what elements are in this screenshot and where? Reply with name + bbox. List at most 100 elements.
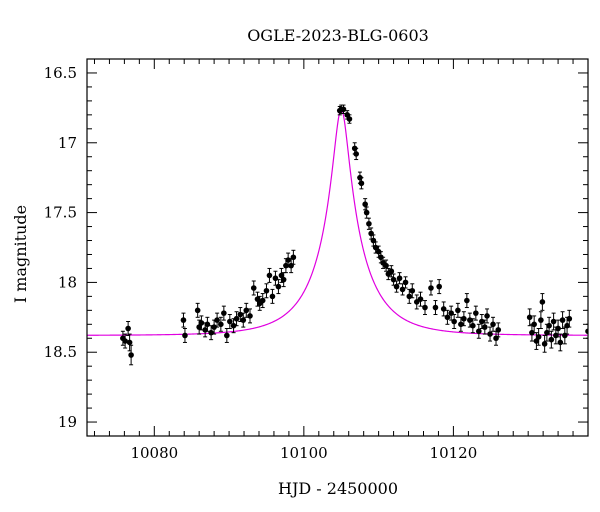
data-point [473, 305, 479, 321]
data-point [263, 283, 270, 299]
point-marker [227, 318, 233, 325]
point-marker [247, 313, 253, 319]
data-point [422, 300, 428, 316]
y-axis-label: I magnitude [11, 205, 30, 303]
data-point [250, 280, 257, 296]
point-marker [353, 151, 359, 157]
plot-frame [86, 58, 589, 437]
data-point [240, 312, 247, 328]
point-marker [346, 116, 353, 122]
chart-title: OGLE-2023-BLG-0603 [247, 26, 429, 45]
data-point [409, 283, 416, 299]
data-point [566, 309, 573, 328]
data-point [218, 316, 224, 332]
point-marker [482, 324, 488, 330]
point-marker [233, 315, 240, 322]
point-marker [340, 106, 347, 113]
data-point [243, 302, 250, 318]
y-tick-label: 18.5 [44, 343, 77, 361]
y-tick-label: 17 [58, 134, 77, 152]
y-tick-label: 17.5 [44, 204, 77, 222]
point-marker [221, 310, 227, 316]
data-point [224, 327, 230, 343]
point-marker [484, 313, 490, 319]
point-marker [531, 321, 537, 328]
y-tick-label: 16.5 [44, 64, 77, 82]
point-marker [358, 180, 365, 187]
data-point [550, 312, 557, 331]
data-point [476, 323, 482, 339]
y-tick-label: 19 [58, 413, 77, 431]
point-marker [237, 311, 244, 318]
data-point [396, 272, 403, 285]
point-marker [290, 254, 297, 261]
data-point [451, 314, 457, 329]
data-point [269, 288, 276, 304]
point-marker [375, 248, 382, 255]
data-point [490, 316, 496, 332]
point-marker [224, 332, 230, 339]
data-point [557, 333, 564, 352]
data-point [227, 314, 233, 329]
data-point [180, 312, 187, 328]
point-marker [538, 317, 544, 323]
data-point [214, 312, 220, 328]
point-marker [363, 209, 370, 216]
data-point [555, 319, 561, 338]
point-marker [440, 306, 447, 312]
data-point [482, 319, 488, 335]
data-point [182, 327, 188, 343]
data-point [428, 280, 434, 296]
point-marker [529, 329, 535, 336]
point-marker [383, 262, 389, 269]
point-marker [285, 257, 291, 263]
point-marker [390, 276, 397, 283]
point-marker [125, 325, 131, 332]
point-marker [436, 283, 442, 290]
point-marker [194, 307, 201, 314]
data-point [531, 315, 537, 334]
data-point [559, 311, 566, 329]
point-marker [473, 310, 479, 316]
point-marker [585, 328, 588, 335]
data-point [126, 333, 133, 352]
y-tick-label: 18 [58, 273, 77, 291]
x-tick-label: 10100 [280, 444, 328, 462]
point-marker [214, 317, 220, 323]
data-point [495, 322, 502, 338]
data-point [122, 333, 128, 349]
data-point [470, 318, 476, 334]
tick-labels: 10080 10100 10120 16.5 17 17.5 18 18.5 19 [44, 64, 478, 462]
point-marker [422, 304, 428, 311]
data-point [340, 104, 347, 114]
point-marker [259, 297, 266, 304]
point-marker [250, 285, 257, 291]
data-point [393, 280, 400, 293]
point-marker [566, 315, 573, 322]
x-tick-label: 10080 [130, 444, 178, 462]
point-marker [263, 287, 270, 294]
data-point [444, 309, 451, 325]
data-point [259, 293, 266, 309]
data-point [358, 177, 365, 190]
data-point [432, 300, 439, 316]
point-marker [557, 339, 564, 346]
data-point [383, 259, 389, 272]
point-marker [240, 317, 247, 323]
data-point [440, 301, 447, 317]
data-point [484, 308, 490, 324]
point-marker [526, 314, 533, 321]
point-marker [362, 201, 368, 208]
point-marker [444, 314, 451, 321]
point-marker [432, 304, 439, 311]
point-marker [406, 293, 413, 300]
point-marker [479, 318, 485, 325]
point-marker [402, 279, 409, 286]
data-point [526, 308, 533, 327]
point-marker [539, 299, 546, 305]
point-marker [196, 324, 202, 330]
data-point [346, 114, 353, 124]
data-point [464, 293, 470, 309]
point-marker [487, 331, 493, 337]
